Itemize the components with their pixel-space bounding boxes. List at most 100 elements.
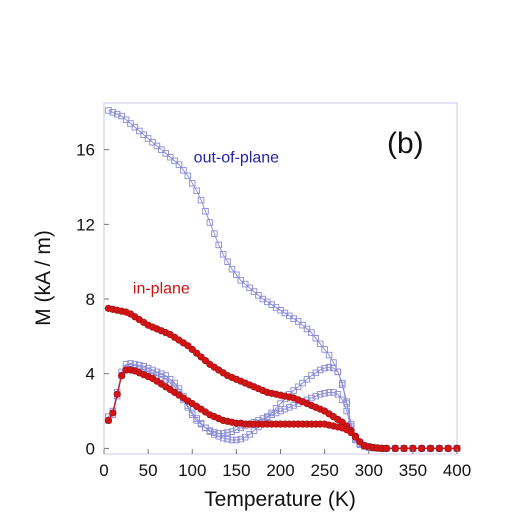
data-point	[158, 146, 165, 153]
series-layer	[104, 107, 461, 452]
data-point	[250, 427, 258, 434]
data-point	[246, 284, 253, 292]
data-point	[105, 107, 112, 114]
data-point	[219, 430, 227, 437]
data-point	[162, 372, 170, 379]
x-axis-ticks: 0 50 100 150 200 250 300 350 400	[99, 449, 471, 480]
data-point	[250, 288, 258, 295]
data-point	[277, 407, 284, 415]
data-point	[184, 172, 192, 180]
data-point	[206, 427, 214, 434]
data-point	[206, 219, 214, 226]
data-point	[321, 364, 328, 372]
y-tick-label: 8	[86, 290, 95, 309]
data-point	[180, 166, 187, 174]
data-point	[339, 379, 346, 387]
data-point	[268, 411, 275, 419]
x-tick-label: 50	[139, 461, 158, 480]
data-point	[144, 135, 152, 142]
data-point	[264, 413, 271, 420]
data-point	[294, 383, 302, 391]
data-point	[444, 444, 452, 452]
data-point	[312, 392, 320, 400]
data-point	[316, 366, 324, 374]
data-point	[400, 444, 408, 452]
x-tick-label: 250	[310, 461, 338, 480]
data-point	[334, 368, 342, 376]
y-tick-label: 0	[86, 439, 95, 458]
data-point	[109, 109, 117, 116]
data-point	[277, 400, 284, 407]
panel-label: (b)	[387, 127, 424, 160]
data-point	[188, 180, 196, 187]
data-point	[162, 376, 170, 383]
data-point	[312, 334, 320, 342]
data-point	[211, 429, 218, 436]
data-point	[197, 420, 205, 428]
data-point	[127, 360, 134, 367]
data-point	[118, 371, 126, 380]
data-point	[175, 161, 183, 168]
y-tick-label: 16	[76, 141, 95, 160]
data-point	[211, 230, 218, 237]
series-2	[105, 363, 461, 452]
data-point	[228, 428, 236, 435]
data-point	[162, 150, 170, 157]
data-point	[303, 325, 311, 333]
data-point	[149, 366, 156, 374]
data-point	[325, 351, 333, 359]
data-point	[334, 391, 342, 398]
data-point	[118, 112, 125, 120]
data-point	[343, 398, 350, 405]
series-4	[104, 366, 461, 452]
data-point	[330, 389, 337, 396]
data-point	[202, 208, 209, 215]
data-point	[303, 376, 311, 383]
data-point	[294, 318, 302, 325]
data-point	[184, 404, 192, 411]
data-point	[316, 340, 324, 348]
annotation-label: out-of-plane	[194, 150, 279, 167]
data-point	[219, 250, 227, 258]
data-point	[351, 433, 360, 441]
x-tick-label: 100	[178, 461, 206, 480]
data-point	[286, 404, 293, 411]
data-point	[127, 120, 134, 127]
data-point	[241, 280, 249, 288]
data-point	[325, 389, 333, 396]
data-point	[347, 428, 355, 437]
data-point	[153, 368, 161, 376]
data-point	[171, 379, 178, 387]
x-tick-label: 0	[99, 461, 108, 480]
data-point	[339, 396, 346, 404]
data-point	[224, 429, 231, 436]
data-point	[188, 411, 196, 419]
annotation-label: in-plane	[133, 280, 190, 297]
data-point	[321, 346, 328, 353]
data-point	[418, 444, 426, 452]
data-point	[215, 430, 222, 437]
data-point	[113, 390, 121, 398]
data-point	[131, 124, 139, 131]
data-point	[290, 387, 297, 394]
data-point	[122, 116, 130, 124]
data-point	[104, 416, 113, 424]
data-point	[321, 390, 328, 397]
data-point	[109, 409, 117, 417]
x-tick-label: 350	[399, 461, 427, 480]
data-point	[228, 436, 236, 444]
data-point	[193, 187, 200, 194]
data-point	[166, 153, 174, 161]
data-point	[330, 364, 337, 372]
data-point	[343, 407, 350, 415]
x-tick-label: 400	[443, 461, 471, 480]
data-point	[316, 391, 324, 398]
data-point	[426, 444, 435, 452]
data-point	[237, 277, 245, 284]
data-point	[166, 379, 174, 387]
data-point	[149, 138, 156, 146]
series-line	[108, 366, 457, 449]
data-point	[308, 329, 315, 336]
data-point	[255, 292, 262, 299]
data-point	[299, 321, 306, 329]
